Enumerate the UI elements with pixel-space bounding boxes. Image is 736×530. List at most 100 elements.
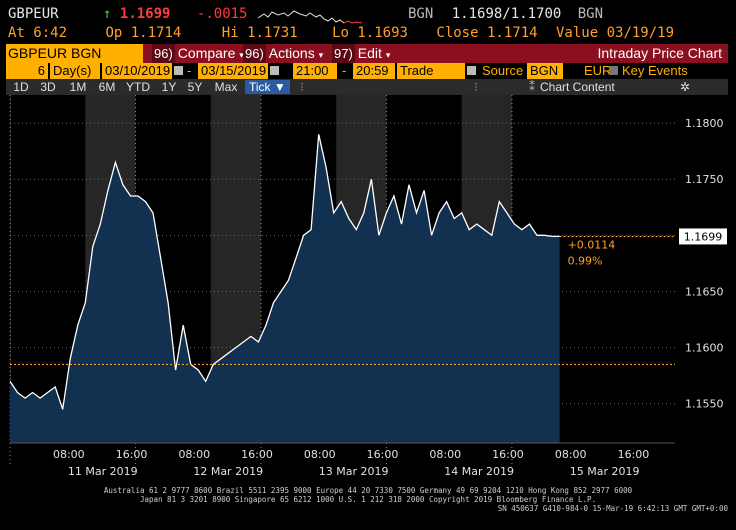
start-date-field[interactable]: 03/10/2019 [102, 63, 172, 79]
chart-content-button[interactable]: Chart Content [540, 80, 615, 94]
separator-icon: ⁝ [300, 80, 304, 94]
high-value: 1.1731 [247, 25, 298, 41]
session-shade [10, 95, 11, 443]
quote-line-2: At 6:42 Op 1.1714 Hi 1.1731 Lo 1.1693 Cl… [8, 25, 674, 41]
bid-ask-line: BGN 1.1698/1.1700 BGN [408, 6, 603, 22]
period-count[interactable]: 6 [6, 63, 48, 79]
start-time-field[interactable]: 21:00 [293, 63, 337, 79]
x-time-label: 08:00 [429, 448, 461, 461]
x-time-label: 08:00 [178, 448, 210, 461]
price-line [9, 134, 560, 410]
compare-label: Compare [177, 45, 236, 61]
x-day-label: 13 Mar 2019 [319, 465, 389, 478]
zoom-max[interactable]: Max [214, 80, 238, 94]
zoom-bar: 1D 3D 1M 6M YTD 1Y 5Y Max Tick ▼ ⁝ ⁝ ⁑ C… [6, 79, 728, 95]
ticker[interactable]: GBPEUR [8, 6, 59, 22]
price-area [10, 134, 560, 444]
ask-source: BGN [577, 6, 604, 22]
zoom-1y[interactable]: 1Y [161, 80, 177, 94]
close-label: Close [436, 25, 479, 41]
y-tick-label: 1.1600 [685, 342, 724, 355]
end-time-field[interactable]: 20:59 [353, 63, 395, 79]
separator-icon: ⁝ [474, 80, 478, 94]
gear-icon[interactable]: ✲ [679, 80, 691, 94]
x-time-label: 08:00 [304, 448, 336, 461]
y-tick-label: 1.1650 [685, 285, 724, 298]
y-tick-label: 1.1550 [685, 398, 724, 411]
change-abs-label: +0.0114 [568, 238, 616, 251]
actions-num: 96) [243, 44, 266, 63]
edit-num: 97) [332, 44, 355, 63]
x-time-label: 08:00 [53, 448, 85, 461]
x-time-label: 08:00 [555, 448, 587, 461]
close-value: 1.1714 [486, 25, 538, 41]
currency-field[interactable]: EUR [584, 63, 612, 78]
actions-button[interactable]: 96) Actions ▾ [243, 44, 323, 63]
security-field[interactable]: GBPEUR BGN Curncy [6, 44, 143, 80]
zoom-5y[interactable]: 5Y [187, 80, 203, 94]
dropdown-arrow-icon: ▾ [318, 50, 324, 60]
settings-bar: 6 Day(s) 03/10/2019 - 03/15/2019 21:00 -… [6, 63, 728, 79]
zoom-6m[interactable]: 6M [98, 80, 116, 94]
footer: Australia 61 2 9777 8600 Brazil 5511 239… [0, 486, 736, 513]
compare-num: 96) [152, 44, 175, 63]
mode-select[interactable]: Trade [397, 63, 465, 79]
end-date-field[interactable]: 03/15/2019 [198, 63, 268, 79]
edit-label: Edit [357, 45, 382, 61]
x-time-label: 16:00 [116, 448, 148, 461]
low-value: 1.1693 [357, 25, 408, 41]
footer-contacts-2: Japan 81 3 3201 8900 Singapore 65 6212 1… [139, 495, 597, 504]
x-day-label: 15 Mar 2019 [570, 465, 640, 478]
up-arrow-icon: ↑ [103, 6, 112, 22]
high-label: Hi [221, 25, 239, 41]
low-label: Lo [332, 25, 349, 41]
change-pct-label: 0.99% [568, 254, 603, 267]
at-label: At [8, 25, 25, 41]
x-day-label: 12 Mar 2019 [193, 465, 263, 478]
function-toolbar: GBPEUR BGN Curncy 96)Compare ▾ 96)Action… [6, 44, 728, 80]
y-tick-label: 1.1800 [685, 117, 724, 130]
quote-line-1: GBPEUR ↑ 1.1699 -.0015 [8, 6, 247, 22]
period-unit[interactable]: Day(s) [50, 63, 100, 79]
zoom-ytd[interactable]: YTD [126, 80, 150, 94]
dropdown-icon[interactable] [467, 66, 476, 75]
source-field[interactable]: BGN [527, 63, 563, 79]
key-events-checkbox[interactable] [609, 66, 618, 75]
x-time-label: 16:00 [241, 448, 273, 461]
zoom-1m[interactable]: 1M [69, 80, 87, 94]
last-price: 1.1699 [119, 6, 171, 22]
sparkline [258, 10, 363, 24]
x-day-label: 14 Mar 2019 [444, 465, 514, 478]
price-chart: +0.01140.99%1.15501.16001.16501.17001.17… [9, 95, 727, 478]
x-time-label: 16:00 [367, 448, 399, 461]
calendar-icon[interactable] [270, 66, 279, 75]
key-events-label: Key Events [622, 63, 688, 78]
bid-source: BGN [408, 6, 434, 22]
net-change: -.0015 [196, 6, 248, 22]
source-label: Source [482, 63, 524, 78]
last-price-tag-label: 1.1699 [684, 230, 723, 243]
dropdown-arrow-icon: ▾ [385, 50, 391, 60]
x-time-label: 16:00 [492, 448, 524, 461]
x-time-label: 16:00 [618, 448, 650, 461]
value-date: 03/19/19 [606, 25, 675, 41]
chart-content-icon[interactable]: ⁑ [529, 80, 535, 94]
actions-label: Actions [268, 45, 315, 61]
open-label: Op [105, 25, 123, 41]
zoom-3d[interactable]: 3D [40, 80, 56, 94]
date-separator: - [187, 63, 192, 78]
open-value: 1.1714 [130, 25, 182, 41]
value-label: Value [556, 25, 599, 41]
chart-title: Intraday Price Chart [597, 45, 723, 61]
tick-select[interactable]: Tick ▼ [245, 80, 290, 94]
compare-button[interactable]: 96) Compare ▾ [152, 44, 244, 63]
footer-serial: SN 450637 G410-984-0 15-Mar-19 6:42:13 G… [497, 504, 728, 513]
bid-ask: 1.1698/1.1700 [451, 6, 562, 22]
at-time: 6:42 [33, 25, 68, 41]
time-separator: - [342, 63, 347, 78]
edit-button[interactable]: 97) Edit ▾ [332, 44, 390, 63]
zoom-1d[interactable]: 1D [13, 80, 29, 94]
last-price-tag [679, 228, 727, 245]
calendar-icon[interactable] [174, 66, 183, 75]
footer-contacts: Australia 61 2 9777 8600 Brazil 5511 239… [103, 486, 633, 495]
